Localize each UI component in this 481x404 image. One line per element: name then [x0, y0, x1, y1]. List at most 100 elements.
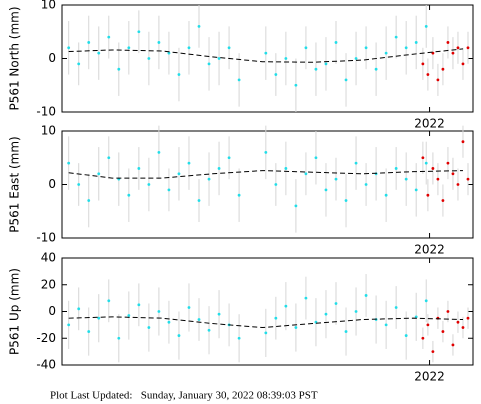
data-point — [404, 46, 408, 50]
data-point — [284, 304, 288, 308]
data-point — [264, 331, 268, 335]
data-point — [137, 303, 141, 307]
data-point — [197, 318, 201, 321]
data-point — [177, 172, 181, 176]
data-point — [344, 78, 348, 82]
data-point — [264, 151, 268, 154]
data-point — [466, 46, 470, 50]
y-tick-label: -20 — [36, 331, 56, 345]
data-point — [441, 330, 445, 333]
data-point — [456, 320, 460, 324]
data-point — [426, 73, 430, 76]
plot-frame — [61, 130, 474, 239]
data-point — [304, 172, 308, 176]
data-point — [414, 41, 418, 44]
data-point — [217, 57, 221, 60]
data-point — [394, 35, 398, 39]
data-point — [451, 343, 455, 347]
data-point — [456, 46, 460, 50]
data-point — [424, 25, 428, 28]
data-point — [446, 310, 450, 313]
data-point — [304, 46, 308, 50]
data-point — [187, 46, 191, 50]
data-point — [117, 67, 121, 71]
data-point — [404, 177, 408, 181]
y-tick-label: 20 — [41, 277, 56, 291]
data-point — [384, 51, 388, 55]
data-point — [364, 46, 368, 50]
y-tick-label: 0 — [48, 177, 56, 191]
data-point — [421, 336, 425, 340]
data-point — [107, 156, 111, 160]
data-point — [167, 188, 171, 192]
data-point — [421, 62, 425, 66]
data-point — [294, 326, 298, 329]
data-point — [456, 183, 460, 186]
data-point — [461, 326, 465, 329]
data-point — [451, 172, 455, 176]
data-point — [197, 25, 201, 28]
data-point — [107, 299, 111, 303]
data-point — [384, 193, 388, 197]
y-tick-label: 10 — [41, 124, 56, 138]
data-point — [274, 316, 278, 320]
trend-line — [68, 48, 464, 63]
footer: Plot Last Updated: Sunday, January 30, 2… — [50, 390, 318, 402]
x-tick-label: 2022 — [414, 117, 445, 131]
data-point — [67, 161, 71, 165]
data-point — [344, 199, 348, 202]
data-point — [187, 306, 191, 309]
data-point — [324, 188, 328, 192]
data-point — [446, 161, 450, 165]
data-point — [436, 78, 440, 82]
data-point — [157, 41, 161, 44]
data-point — [424, 299, 428, 303]
data-point — [344, 330, 348, 333]
data-point — [127, 314, 131, 317]
data-point — [157, 151, 161, 154]
x-tick-label: 2022 — [414, 243, 445, 257]
data-point — [431, 167, 435, 170]
data-point — [284, 57, 288, 60]
data-point — [157, 310, 161, 313]
data-point — [294, 204, 298, 208]
data-point — [197, 199, 201, 202]
data-point — [441, 67, 445, 71]
data-point — [77, 62, 81, 66]
y-tick-label: 0 — [48, 51, 56, 65]
data-point — [87, 199, 91, 202]
y-tick-label: -10 — [36, 105, 56, 119]
data-point — [87, 41, 91, 44]
y-axis-label: P561 East (mm) — [8, 136, 22, 232]
data-point — [97, 172, 101, 176]
data-point — [177, 334, 181, 337]
data-point — [67, 46, 71, 50]
data-point — [147, 183, 151, 186]
data-point — [334, 177, 338, 181]
data-point — [117, 336, 121, 340]
data-point — [97, 316, 101, 320]
data-point — [394, 167, 398, 170]
data-point — [334, 41, 338, 44]
data-point — [446, 41, 450, 44]
trend-line — [68, 170, 463, 179]
data-point — [207, 62, 211, 66]
data-point — [304, 296, 308, 300]
data-point — [364, 183, 368, 186]
data-point — [314, 156, 318, 160]
data-point — [284, 167, 288, 170]
data-point — [274, 73, 278, 76]
data-point — [207, 328, 211, 332]
data-point — [404, 334, 408, 337]
data-point — [461, 62, 465, 66]
data-point — [436, 177, 440, 181]
plot-frame — [61, 257, 474, 366]
y-axis-label: P561 Up (mm) — [8, 268, 22, 355]
data-point — [87, 330, 91, 333]
data-point — [384, 323, 388, 327]
data-point — [294, 83, 298, 87]
data-point — [424, 161, 428, 165]
data-point — [461, 140, 465, 144]
data-point — [466, 177, 470, 181]
